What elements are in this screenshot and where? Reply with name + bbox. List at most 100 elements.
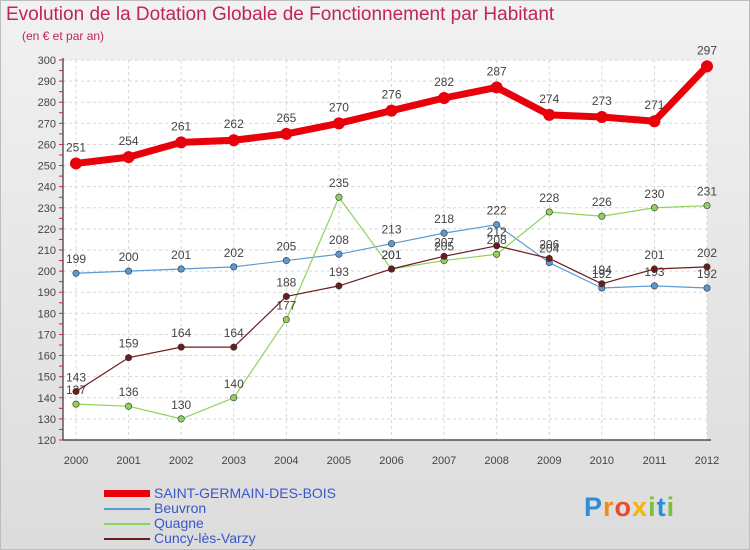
data-point [72,387,80,395]
y-tick-label: 280 [38,97,56,109]
data-point [175,136,188,149]
data-label: 213 [381,223,401,237]
data-label: 228 [539,191,559,205]
x-tick-label: 2007 [432,455,456,467]
data-point [545,254,553,262]
x-tick-label: 2008 [484,455,508,467]
x-tick-label: 2009 [537,455,561,467]
data-label: 274 [539,92,559,106]
data-label: 188 [276,275,296,289]
y-tick-label: 170 [38,329,56,341]
x-tick-label: 2001 [116,455,140,467]
data-label: 204 [539,242,559,256]
y-tick-label: 300 [38,55,56,67]
x-tick-label: 2010 [590,455,614,467]
data-point [493,242,501,250]
data-label: 212 [487,225,507,239]
data-point [493,250,501,258]
data-point [703,202,711,210]
data-label: 164 [171,326,191,340]
data-label: 200 [119,250,139,264]
data-label: 276 [381,88,401,102]
data-point [598,280,606,288]
data-point [703,284,711,292]
data-label: 265 [276,111,296,125]
data-label: 222 [487,204,507,218]
y-tick-label: 180 [38,308,56,320]
data-point [125,354,133,362]
y-tick-label: 260 [38,139,56,151]
logo-letter: x [632,492,649,522]
data-point [177,415,185,423]
data-label: 194 [592,263,612,277]
data-point [335,250,343,258]
legend-label: Beuvron [154,500,207,516]
data-label: 287 [487,64,507,78]
data-point [387,265,395,273]
legend-swatch [104,507,150,510]
x-tick-label: 2003 [222,455,246,467]
legend-label: SAINT-GERMAIN-DES-BOIS [154,485,337,501]
data-point [543,108,556,121]
logo-letter: t [656,492,667,522]
data-label: 231 [697,185,717,199]
data-point [598,212,606,220]
y-tick-label: 160 [38,351,56,363]
data-label: 206 [539,237,559,251]
legend-swatch [104,490,150,497]
data-label: 273 [592,94,612,108]
y-tick-label: 200 [38,266,56,278]
data-point [648,115,661,128]
data-label: 254 [119,134,139,148]
data-point [282,316,290,324]
data-label: 208 [487,233,507,247]
data-label: 271 [644,98,664,112]
data-label: 164 [224,326,244,340]
data-label: 130 [171,398,191,412]
data-label: 192 [592,267,612,281]
legend-label: Cuncy-lès-Varzy [154,530,256,546]
data-label: 226 [592,195,612,209]
data-point [385,104,398,117]
data-label: 261 [171,119,191,133]
data-point [230,343,238,351]
logo-letter: i [648,492,657,522]
x-tick-label: 2004 [274,455,298,467]
data-label: 207 [434,235,454,249]
data-label: 235 [329,176,349,190]
y-tick-label: 130 [38,414,56,426]
data-label: 205 [276,240,296,254]
data-label: 218 [434,212,454,226]
data-label: 201 [171,248,191,262]
data-point [122,151,135,164]
legend-label: Quagne [154,515,204,531]
y-tick-label: 140 [38,393,56,405]
chart-title: Evolution de la Dotation Globale de Fonc… [6,4,555,25]
logo-letter: P [584,492,604,522]
data-point [650,204,658,212]
data-label: 193 [329,265,349,279]
y-tick-label: 270 [38,118,56,130]
data-label: 202 [224,246,244,260]
data-label: 201 [644,248,664,262]
y-tick-label: 120 [38,435,56,447]
data-point [72,400,80,408]
data-point [230,263,238,271]
data-label: 262 [224,117,244,131]
data-point [440,229,448,237]
data-point [335,193,343,201]
data-point [335,282,343,290]
data-label: 201 [381,248,401,262]
x-tick-label: 2002 [169,455,193,467]
proxiti-logo: Proxiti [584,492,675,523]
data-point [230,394,238,402]
data-point [701,60,713,73]
data-label: 205 [434,240,454,254]
data-label: 282 [434,75,454,89]
data-label: 177 [276,299,296,313]
y-tick-label: 210 [38,245,56,257]
data-label: 208 [329,233,349,247]
y-tick-label: 230 [38,203,56,215]
x-tick-label: 2005 [327,455,351,467]
